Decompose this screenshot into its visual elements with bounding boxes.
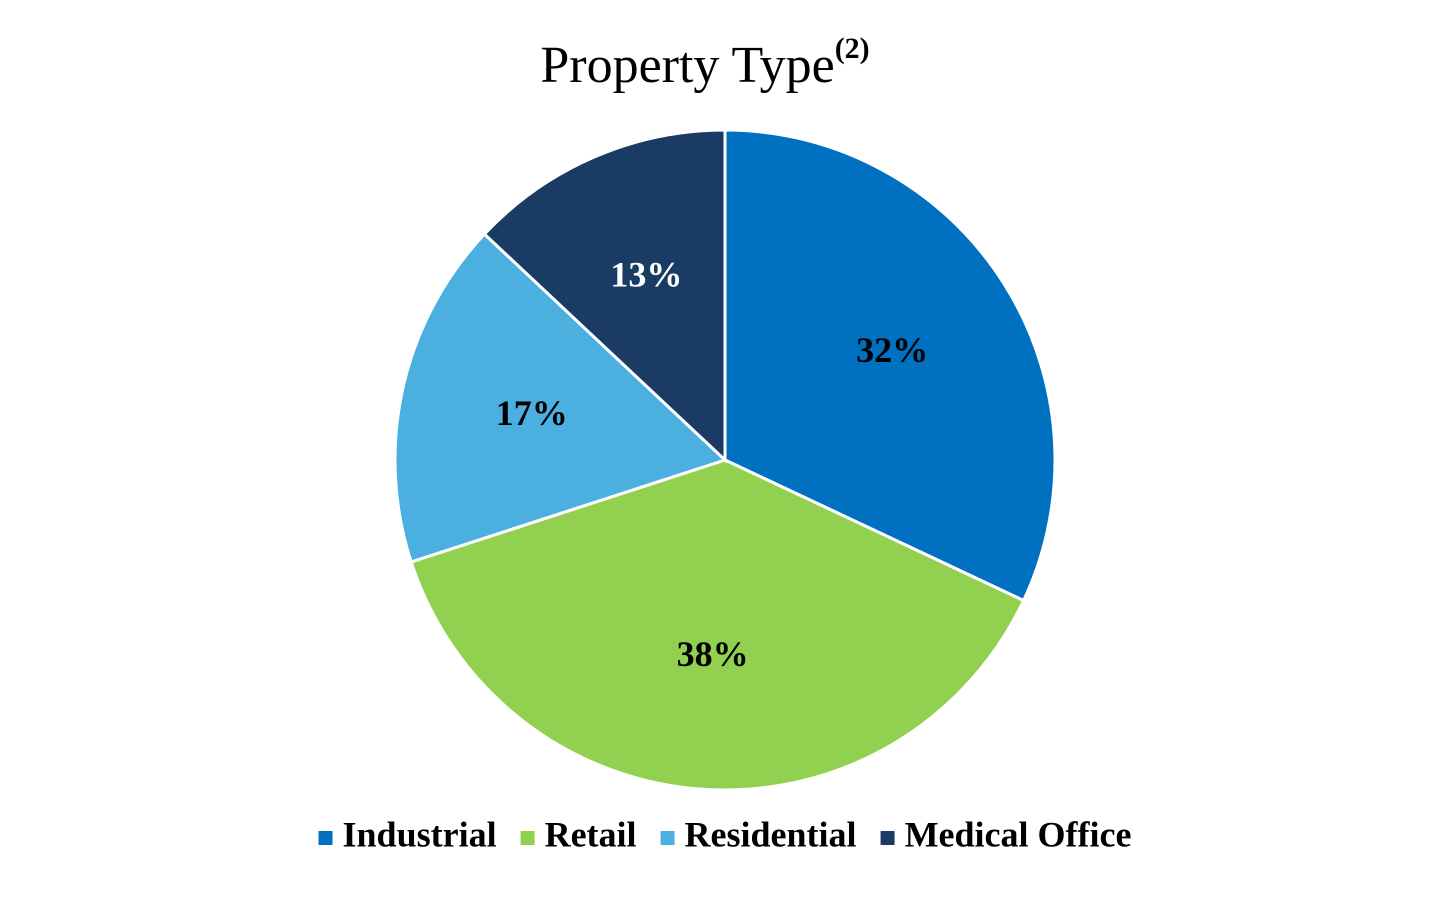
legend-swatch xyxy=(318,831,333,845)
chart-title: Property Type(2) xyxy=(540,32,869,94)
legend-label: Residential xyxy=(685,814,857,854)
data-label: 32% xyxy=(856,330,928,370)
title-superscript: (2) xyxy=(835,32,870,65)
pie-slice xyxy=(393,231,728,564)
legend-swatch xyxy=(660,831,675,845)
legend-swatch xyxy=(520,831,535,845)
data-label: 17% xyxy=(496,393,568,433)
pie-slice xyxy=(723,128,1057,603)
legend-label: Medical Office xyxy=(905,814,1132,854)
data-label: 38% xyxy=(677,634,749,674)
legend: Industrial Retail Residential Medical Offic… xyxy=(318,814,1132,854)
legend-label: Industrial xyxy=(343,814,497,854)
legend-label: Retail xyxy=(545,814,637,854)
pie xyxy=(393,128,1057,792)
data-label: 13% xyxy=(610,255,682,295)
legend-swatch xyxy=(880,831,895,845)
title-text: Property Type xyxy=(540,37,834,94)
pie-slice xyxy=(482,128,727,464)
pie-slice xyxy=(409,458,1026,792)
